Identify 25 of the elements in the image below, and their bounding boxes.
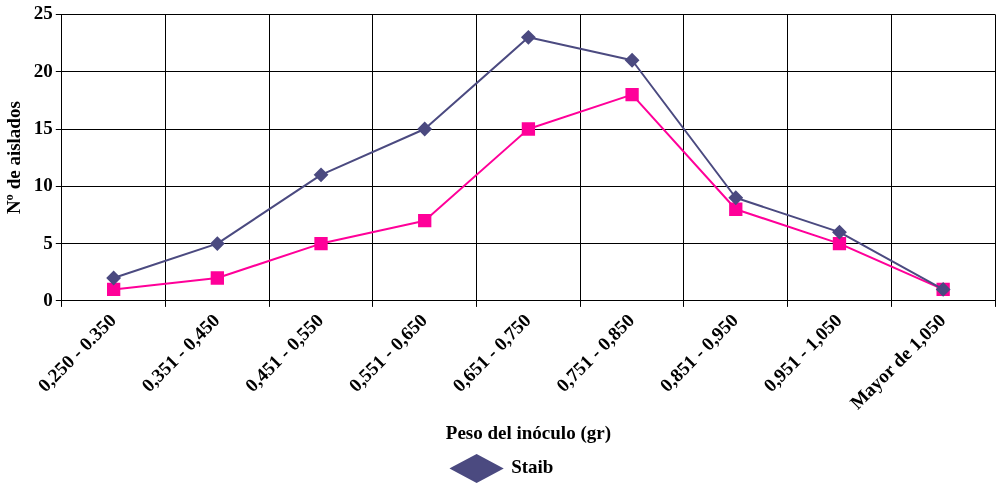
- y-tick-label: 0: [43, 288, 53, 310]
- point: [210, 236, 225, 251]
- point: [832, 236, 847, 251]
- point: [728, 190, 743, 205]
- point: [314, 236, 328, 251]
- legend-label: Staib: [511, 456, 554, 478]
- y-tick-label: 15: [33, 116, 53, 138]
- point: [729, 202, 743, 216]
- point: [625, 87, 639, 102]
- y-tick-label: 20: [33, 59, 53, 81]
- y-tick-label: 10: [33, 174, 53, 196]
- y-tick-label: 25: [33, 2, 53, 24]
- point: [418, 214, 432, 228]
- point: [417, 122, 432, 136]
- point: [314, 167, 329, 182]
- y-axis-title: Nº de aislados: [3, 101, 25, 215]
- x-axis-title: Peso del inóculo (gr): [445, 421, 611, 444]
- y-tick-label: 5: [43, 231, 53, 253]
- point: [832, 225, 847, 240]
- point: [106, 270, 121, 285]
- point: [625, 53, 640, 68]
- point: [106, 282, 121, 297]
- point: [521, 122, 536, 136]
- point: [521, 30, 536, 45]
- point: [210, 271, 224, 285]
